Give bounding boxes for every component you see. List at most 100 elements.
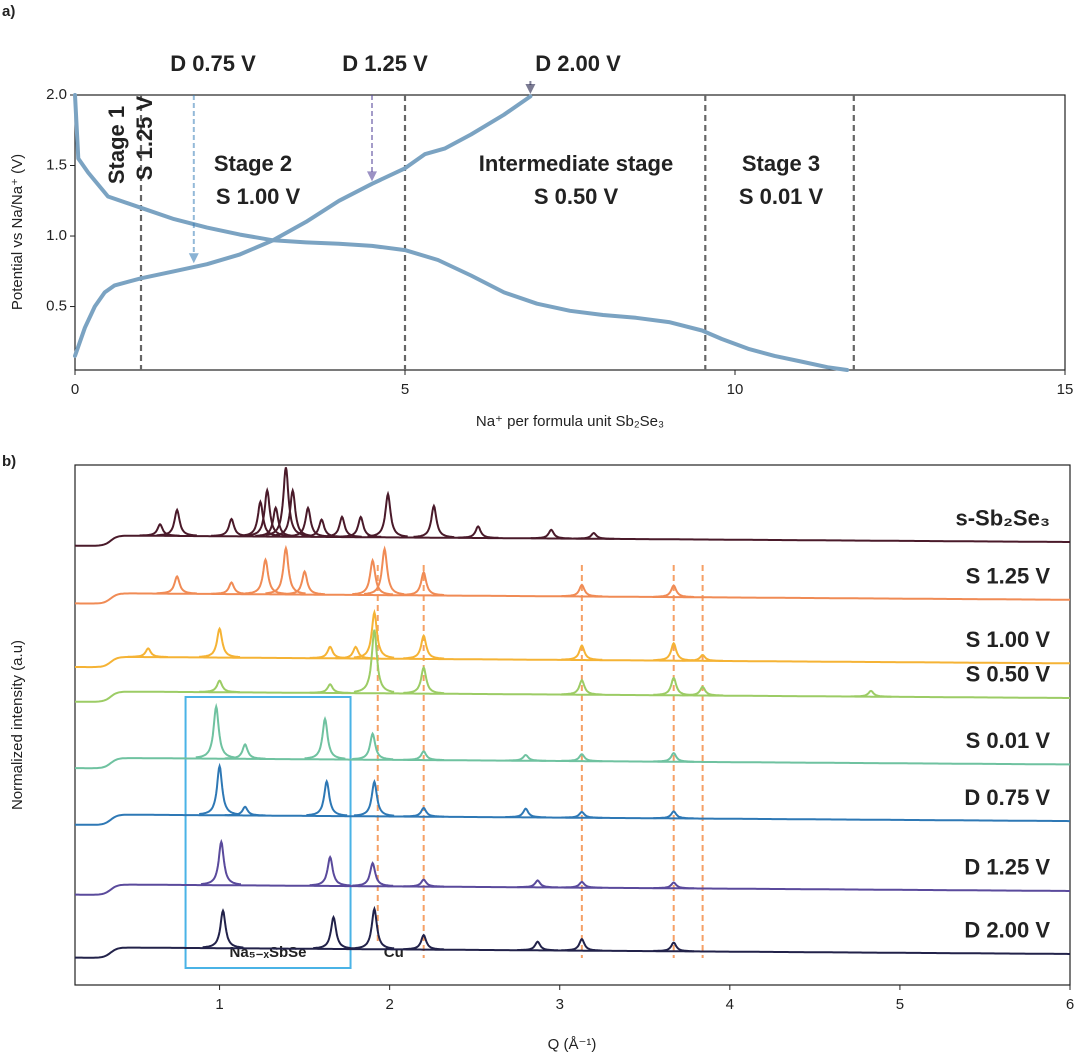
peak (505, 807, 547, 819)
peak (199, 679, 240, 694)
peak (309, 854, 351, 887)
peak (313, 914, 355, 950)
series-label: S 1.00 V (966, 627, 1051, 652)
peak (353, 905, 395, 950)
x-tick-label: 4 (726, 996, 734, 1013)
x-tick-label: 10 (727, 381, 744, 398)
peak (309, 645, 351, 660)
y-tick-label: 0.5 (46, 298, 67, 315)
peak (403, 933, 445, 951)
peak (363, 545, 405, 596)
peak (353, 608, 395, 659)
peak (306, 778, 348, 817)
curve (73, 93, 850, 372)
peak (403, 570, 445, 596)
series-label: S 1.25 V (966, 563, 1051, 588)
peak (304, 715, 346, 760)
peak (199, 626, 241, 659)
x-tick-label: 5 (401, 381, 409, 398)
peak (561, 644, 603, 661)
peak (403, 806, 445, 818)
peak (211, 581, 252, 595)
baseline (74, 534, 1070, 547)
peak (653, 881, 695, 890)
y-axis-label: Normalized intensity (a.u) (9, 640, 26, 810)
peak (682, 654, 724, 662)
peak (352, 557, 394, 596)
peak (139, 523, 180, 537)
peak (367, 490, 408, 538)
peak (195, 702, 237, 759)
stage-label: Stage 3 (742, 151, 820, 176)
arrow-label: D 2.00 V (535, 51, 621, 76)
peak (682, 685, 724, 697)
peak (272, 487, 313, 537)
peak (202, 908, 244, 949)
x-tick-label: 15 (1057, 381, 1074, 398)
y-axis-label: Potential vs Na/Na⁺ (V) (9, 154, 26, 310)
panel-label: a) (2, 3, 15, 20)
peak (653, 751, 695, 763)
plot-frame (74, 94, 1066, 371)
series-label: D 0.75 V (964, 785, 1050, 810)
stage-label: S 1.25 V (132, 95, 157, 180)
peak (573, 531, 615, 540)
arrow-label: D 1.25 V (342, 51, 428, 76)
peak (156, 507, 197, 537)
baseline (75, 656, 1070, 669)
plot-frame (74, 464, 1071, 986)
y-tick-label: 1.0 (46, 227, 67, 244)
series-label: D 2.00 V (964, 918, 1050, 943)
peak (335, 645, 376, 660)
stage-label: S 1.00 V (216, 184, 301, 209)
x-tick-label: 5 (896, 996, 904, 1013)
arrow-label: D 0.75 V (170, 51, 256, 76)
peak (265, 544, 306, 595)
peak (353, 629, 395, 693)
peak (403, 878, 445, 888)
stage-label: Intermediate stage (479, 151, 673, 176)
arrow-head (367, 171, 377, 182)
panel-label: b) (2, 453, 16, 470)
baseline (75, 592, 1070, 605)
peak (850, 689, 892, 698)
x-tick-label: 3 (556, 996, 564, 1013)
peak (457, 525, 499, 539)
arrow-head (525, 84, 536, 94)
peak (321, 514, 362, 538)
series-label: D 1.25 V (964, 855, 1050, 880)
curve (73, 94, 533, 358)
x-axis-label: Na⁺ per formula unit Sb₂Se₃ (476, 413, 664, 430)
peak (653, 584, 695, 598)
series-label: s-Sb₂Se₃ (955, 506, 1050, 531)
peak (340, 515, 382, 538)
peak (127, 647, 168, 658)
peak (352, 731, 394, 761)
x-axis-label: Q (Å⁻¹) (548, 1036, 597, 1053)
peak (403, 665, 445, 695)
peak (224, 805, 266, 817)
peak (561, 583, 603, 598)
baseline (75, 946, 1070, 959)
peak (403, 633, 445, 660)
stage-label: Stage 1 (104, 106, 129, 184)
peak (403, 750, 445, 761)
series-label: S 0.01 V (966, 728, 1051, 753)
peak (353, 779, 395, 817)
peak (561, 880, 603, 889)
peak (200, 838, 241, 886)
peak (245, 557, 287, 595)
peak (309, 683, 351, 694)
phase-box (184, 696, 352, 969)
x-tick-label: 6 (1066, 996, 1074, 1013)
series-label: S 0.50 V (966, 662, 1051, 687)
stage-label: S 0.01 V (739, 184, 824, 209)
peak (561, 937, 603, 952)
y-tick-label: 1.5 (46, 156, 67, 173)
peak (561, 810, 603, 819)
stage-label: Stage 2 (214, 151, 292, 176)
stage-label: S 0.50 V (534, 184, 619, 209)
x-tick-label: 1 (215, 996, 223, 1013)
